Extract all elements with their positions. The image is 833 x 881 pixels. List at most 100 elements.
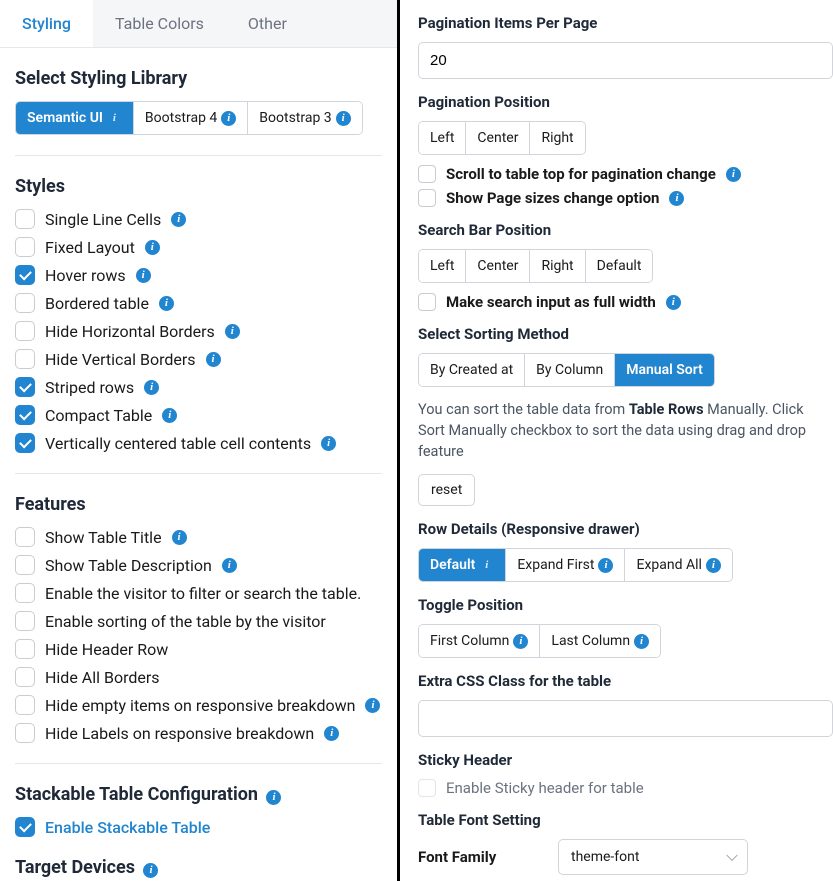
font-family-row: Font Family theme-font	[418, 839, 833, 875]
info-icon	[145, 240, 160, 255]
feature-row: Show Table Title	[15, 527, 382, 547]
library-bootstrap3[interactable]: Bootstrap 3	[248, 102, 361, 134]
library-semantic-ui[interactable]: Semantic UI	[16, 102, 134, 134]
feature-checkbox[interactable]	[15, 583, 35, 603]
feature-label: Hide All Borders	[45, 668, 160, 687]
left-panel: Styling Table Colors Other Select Stylin…	[0, 0, 400, 881]
full-width-checkbox[interactable]	[418, 293, 436, 311]
sticky-title: Sticky Header	[418, 751, 833, 769]
feature-checkbox[interactable]	[15, 667, 35, 687]
info-icon	[144, 380, 159, 395]
feature-label: Enable the visitor to filter or search t…	[45, 584, 361, 603]
page-sizes-checkbox[interactable]	[418, 189, 436, 207]
feature-row: Enable the visitor to filter or search t…	[15, 583, 382, 603]
library-button-group: Semantic UI Bootstrap 4 Bootstrap 3	[15, 101, 363, 135]
enable-stackable-checkbox[interactable]	[15, 817, 35, 837]
feature-checkbox[interactable]	[15, 611, 35, 631]
features-list: Show Table Title Show Table Description En…	[15, 527, 382, 743]
pagination-center[interactable]: Center	[466, 122, 530, 154]
target-devices-title-text: Target Devices	[15, 857, 135, 878]
search-default[interactable]: Default	[586, 250, 653, 282]
library-bootstrap4-label: Bootstrap 4	[145, 110, 217, 126]
toggle-first[interactable]: First Column	[419, 625, 540, 657]
stackable-title: Stackable Table Configuration	[15, 784, 382, 805]
divider	[15, 155, 382, 156]
font-family-label: Font Family	[418, 848, 538, 866]
row-details-title: Row Details (Responsive drawer)	[418, 520, 833, 538]
pagination-items-input[interactable]	[418, 42, 833, 79]
row-details-default[interactable]: Default	[419, 549, 506, 581]
toggle-group: First Column Last Column	[418, 624, 661, 658]
style-checkbox[interactable]	[15, 237, 35, 257]
section-sorting: Select Sorting Method By Created at By C…	[418, 325, 833, 506]
sticky-checkbox[interactable]	[418, 779, 436, 797]
toggle-last[interactable]: Last Column	[540, 625, 660, 657]
tab-styling[interactable]: Styling	[0, 0, 93, 47]
feature-checkbox[interactable]	[15, 695, 35, 715]
row-details-expand-first-label: Expand First	[517, 557, 594, 573]
stackable-title-text: Stackable Table Configuration	[15, 784, 258, 805]
feature-checkbox[interactable]	[15, 555, 35, 575]
style-checkbox[interactable]	[15, 377, 35, 397]
style-checkbox[interactable]	[15, 293, 35, 313]
feature-label: Hide Labels on responsive breakdown	[45, 724, 314, 743]
info-icon	[669, 191, 684, 206]
feature-label: Show Table Description	[45, 556, 212, 575]
scroll-top-checkbox[interactable]	[418, 165, 436, 183]
section-font-setting: Table Font Setting Font Family theme-fon…	[418, 811, 833, 881]
feature-row: Hide empty items on responsive breakdown	[15, 695, 382, 715]
style-checkbox[interactable]	[15, 405, 35, 425]
info-icon	[266, 790, 281, 805]
font-family-select[interactable]: theme-font	[558, 839, 748, 875]
extra-css-input[interactable]	[418, 700, 833, 737]
style-checkbox[interactable]	[15, 433, 35, 453]
section-row-details: Row Details (Responsive drawer) Default …	[418, 520, 833, 582]
reset-button[interactable]: reset	[418, 474, 475, 506]
info-icon	[222, 558, 237, 573]
search-left[interactable]: Left	[419, 250, 466, 282]
info-icon	[336, 111, 351, 126]
style-label: Hide Vertical Borders	[45, 350, 196, 369]
sort-created[interactable]: By Created at	[419, 354, 525, 386]
info-icon	[321, 436, 336, 451]
row-details-expand-all[interactable]: Expand All	[625, 549, 731, 581]
scroll-top-label: Scroll to table top for pagination chang…	[446, 165, 716, 183]
tab-table-colors[interactable]: Table Colors	[93, 0, 226, 47]
tab-other[interactable]: Other	[226, 0, 309, 47]
feature-checkbox[interactable]	[15, 639, 35, 659]
info-icon	[172, 530, 187, 545]
section-target-devices: Target Devices Mobile Device Tablet Devi…	[0, 857, 397, 881]
feature-checkbox[interactable]	[15, 527, 35, 547]
library-semantic-label: Semantic UI	[27, 110, 103, 126]
feature-row: Show Table Description	[15, 555, 382, 575]
sorting-help-pre: You can sort the table data from	[418, 401, 629, 418]
section-stackable: Stackable Table Configuration Enable Sta…	[0, 784, 397, 837]
style-checkbox[interactable]	[15, 349, 35, 369]
enable-stackable-label: Enable Stackable Table	[45, 818, 210, 837]
pagination-right[interactable]: Right	[530, 122, 584, 154]
divider	[15, 473, 382, 474]
pagination-left[interactable]: Left	[419, 122, 466, 154]
info-icon	[666, 295, 681, 310]
info-icon	[162, 408, 177, 423]
search-right[interactable]: Right	[530, 250, 585, 282]
style-checkbox[interactable]	[15, 321, 35, 341]
right-panel: Pagination Items Per Page Pagination Pos…	[400, 0, 833, 881]
feature-checkbox[interactable]	[15, 723, 35, 743]
style-checkbox[interactable]	[15, 209, 35, 229]
search-bar-group: Left Center Right Default	[418, 249, 653, 283]
row-details-expand-first[interactable]: Expand First	[506, 549, 625, 581]
library-bootstrap4[interactable]: Bootstrap 4	[134, 102, 248, 134]
sort-manual[interactable]: Manual Sort	[615, 354, 714, 386]
info-icon	[225, 324, 240, 339]
section-sticky: Sticky Header Enable Sticky header for t…	[418, 751, 833, 797]
library-bootstrap3-label: Bootstrap 3	[259, 110, 331, 126]
style-label: Striped rows	[45, 378, 134, 397]
search-center[interactable]: Center	[466, 250, 530, 282]
style-checkbox[interactable]	[15, 265, 35, 285]
sort-column[interactable]: By Column	[525, 354, 615, 386]
features-title: Features	[15, 494, 382, 515]
style-label: Fixed Layout	[45, 238, 135, 257]
style-row: Fixed Layout	[15, 237, 382, 257]
sticky-row: Enable Sticky header for table	[418, 779, 833, 797]
